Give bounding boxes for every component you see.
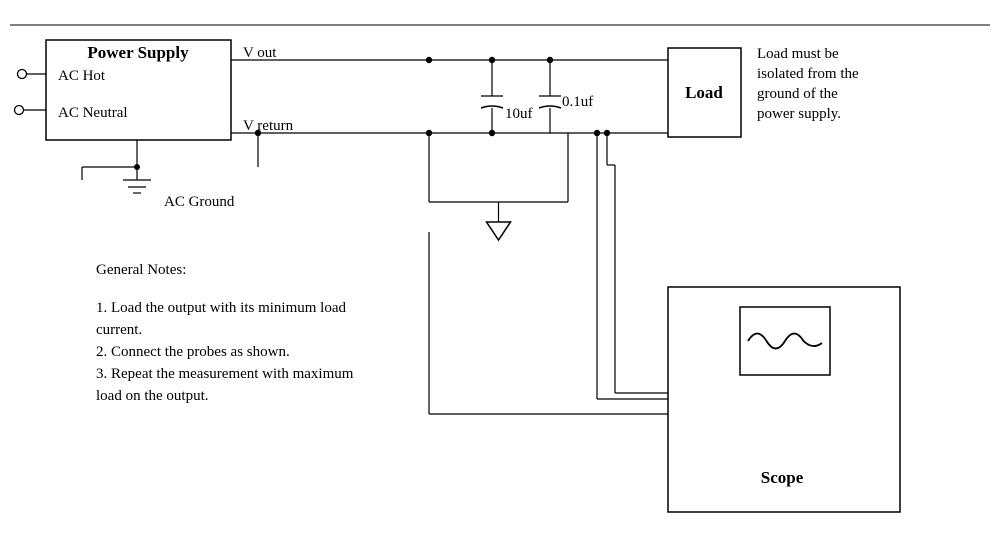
svg-text:AC Ground: AC Ground (164, 194, 235, 210)
ac-neutral-terminal (15, 106, 24, 115)
notes-item: load on the output. (96, 388, 209, 404)
svg-text:AC Hot: AC Hot (58, 68, 106, 84)
cap-0p1uf-label: 0.1uf (562, 94, 593, 110)
load-note-line: ground of the (757, 86, 838, 102)
svg-text:V return: V return (243, 118, 294, 134)
scope-label: Scope (761, 468, 804, 487)
load-note-line: isolated from the (757, 66, 859, 82)
diagram-canvas: Power Supply AC Hot AC Neutral V out V retur… (0, 0, 1000, 559)
notes-item: 3. Repeat the measurement with maximum (96, 366, 354, 382)
notes-item: current. (96, 322, 142, 338)
svg-text:AC Neutral: AC Neutral (58, 105, 128, 121)
cap-10uf-label: 10uf (505, 106, 533, 122)
notes-item: 2. Connect the probes as shown. (96, 344, 290, 360)
notes-item: 1. Load the output with its minimum load (96, 300, 346, 316)
load-note-line: Load must be (757, 46, 839, 62)
power-supply-title: Power Supply (87, 43, 189, 62)
notes-heading: General Notes: (96, 262, 186, 278)
load-note-line: power supply. (757, 106, 841, 122)
ac-hot-terminal (18, 70, 27, 79)
svg-text:V out: V out (243, 45, 277, 61)
signal-ground-icon (487, 222, 511, 240)
scope-waveform-icon (748, 334, 822, 349)
load-label: Load (685, 83, 723, 102)
